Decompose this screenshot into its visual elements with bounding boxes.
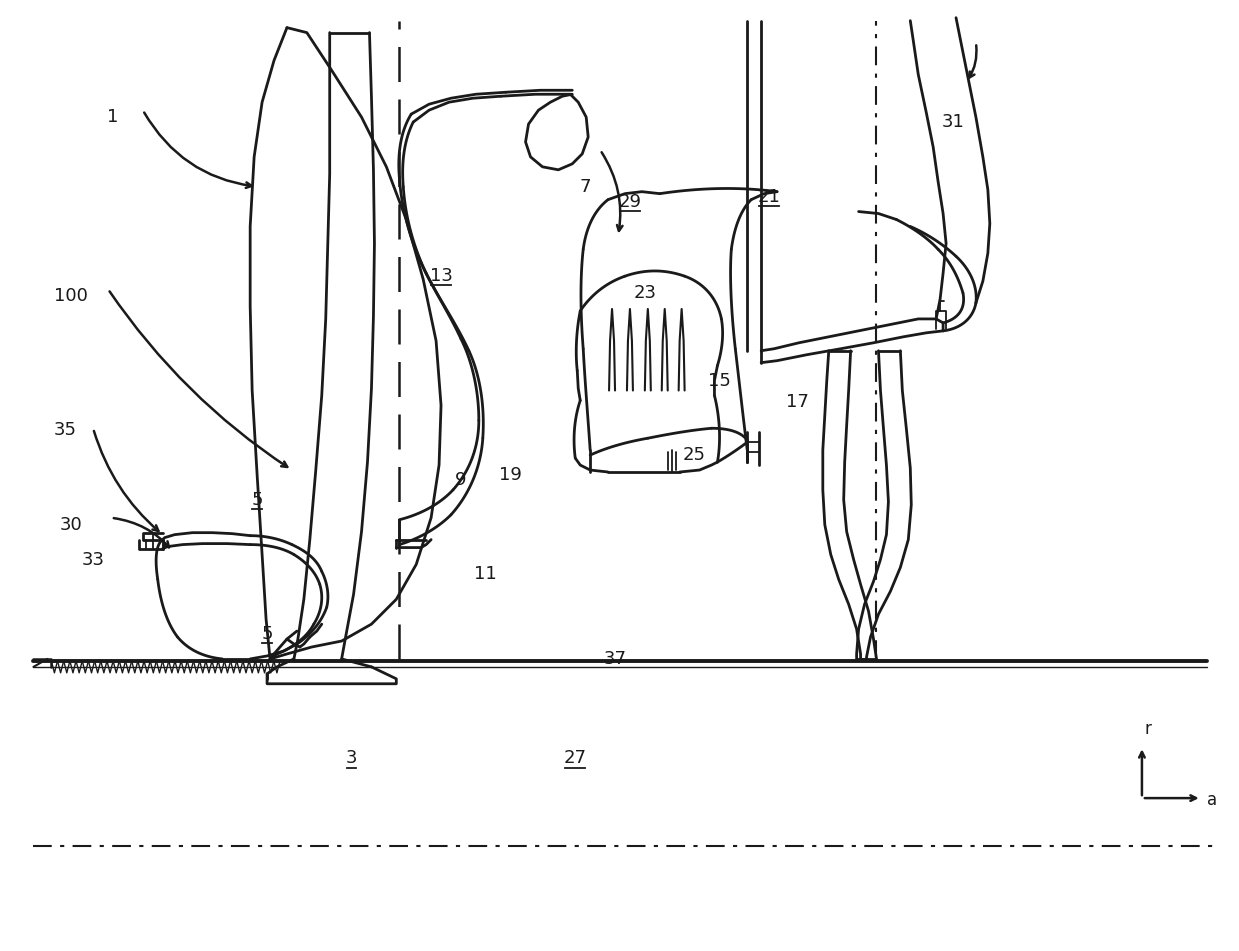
Text: 19: 19 (499, 466, 522, 484)
Text: 9: 9 (455, 471, 467, 489)
Text: 3: 3 (346, 749, 357, 767)
Text: 11: 11 (475, 566, 497, 583)
Text: 1: 1 (108, 108, 119, 126)
Text: a: a (1207, 791, 1217, 809)
Text: 23: 23 (633, 284, 657, 302)
Text: 27: 27 (564, 749, 587, 767)
Text: 25: 25 (683, 446, 706, 464)
Text: 37: 37 (603, 650, 627, 668)
Text: 7: 7 (580, 178, 591, 196)
Text: 31: 31 (942, 113, 964, 131)
Text: 5: 5 (252, 491, 263, 509)
Text: 17: 17 (786, 394, 808, 412)
Text: r: r (1145, 721, 1152, 739)
Text: 21: 21 (758, 187, 781, 205)
Text: 15: 15 (707, 372, 731, 390)
Text: 33: 33 (82, 551, 104, 569)
Text: 100: 100 (55, 287, 88, 305)
Text: 35: 35 (53, 421, 77, 439)
Text: 13: 13 (430, 267, 452, 285)
Text: 30: 30 (59, 515, 83, 534)
Text: 29: 29 (618, 193, 642, 210)
Text: 5: 5 (261, 625, 273, 643)
